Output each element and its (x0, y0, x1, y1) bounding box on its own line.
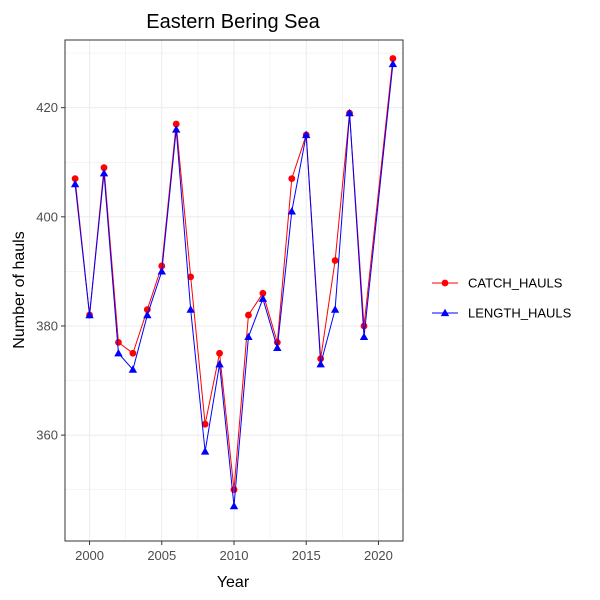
axes: 2000 2005 2010 2015 2020 360 380 400 420 (36, 100, 393, 563)
y-tick-label: 380 (36, 318, 58, 333)
data-point (71, 175, 79, 183)
legend-item: LENGTH_HAULS (432, 306, 572, 321)
legend-label: CATCH_HAULS (468, 276, 563, 291)
data-point (70, 179, 80, 188)
x-tick-label: 2005 (147, 548, 176, 563)
x-tick-label: 2000 (75, 548, 104, 563)
data-point (316, 359, 325, 368)
data-point (259, 289, 267, 297)
grid (65, 40, 403, 541)
data-point (158, 262, 166, 270)
x-tick-label: 2015 (292, 548, 321, 563)
series-length-hauls (70, 59, 398, 510)
data-point (345, 108, 354, 117)
series-layer (70, 55, 398, 510)
data-point (331, 257, 339, 264)
data-point (201, 420, 209, 428)
data-point (143, 310, 152, 319)
legend-item: CATCH_HAULS (432, 276, 563, 291)
legend-key-marker (440, 308, 450, 317)
data-point (85, 310, 94, 319)
data-point (172, 120, 180, 128)
data-point (157, 267, 166, 275)
legend-label: LENGTH_HAULS (468, 306, 572, 321)
chart-title: Eastern Bering Sea (146, 11, 320, 33)
data-point (200, 447, 210, 455)
legend-key-marker (441, 279, 449, 287)
x-axis-title: Year (217, 574, 250, 591)
data-point (244, 332, 253, 341)
data-point (187, 273, 195, 281)
data-point (245, 311, 252, 319)
data-point (229, 501, 239, 510)
data-point (186, 305, 195, 313)
data-point (359, 332, 369, 341)
data-point (99, 168, 109, 177)
data-point (100, 164, 108, 172)
data-point (360, 322, 368, 330)
series-line (74, 63, 394, 507)
data-point (287, 207, 296, 215)
data-point (288, 175, 296, 183)
x-tick-label: 2010 (220, 548, 249, 563)
legend: CATCH_HAULS LENGTH_HAULS (432, 276, 572, 321)
series-line (74, 58, 394, 490)
data-point (389, 55, 397, 62)
data-point (215, 359, 224, 368)
x-tick-label: 2020 (364, 548, 393, 563)
data-point (273, 343, 282, 351)
y-tick-label: 360 (36, 428, 58, 443)
data-point (128, 365, 138, 373)
data-point (172, 125, 181, 133)
data-point (388, 59, 398, 68)
data-point (216, 349, 223, 357)
y-tick-label: 420 (36, 100, 58, 115)
data-point (114, 349, 123, 357)
y-tick-label: 400 (36, 209, 58, 224)
data-point (258, 294, 268, 302)
data-point (302, 130, 311, 139)
data-point (129, 349, 137, 357)
y-axis-title: Number of hauls (11, 231, 28, 348)
data-point (115, 338, 122, 346)
data-point (330, 305, 340, 313)
